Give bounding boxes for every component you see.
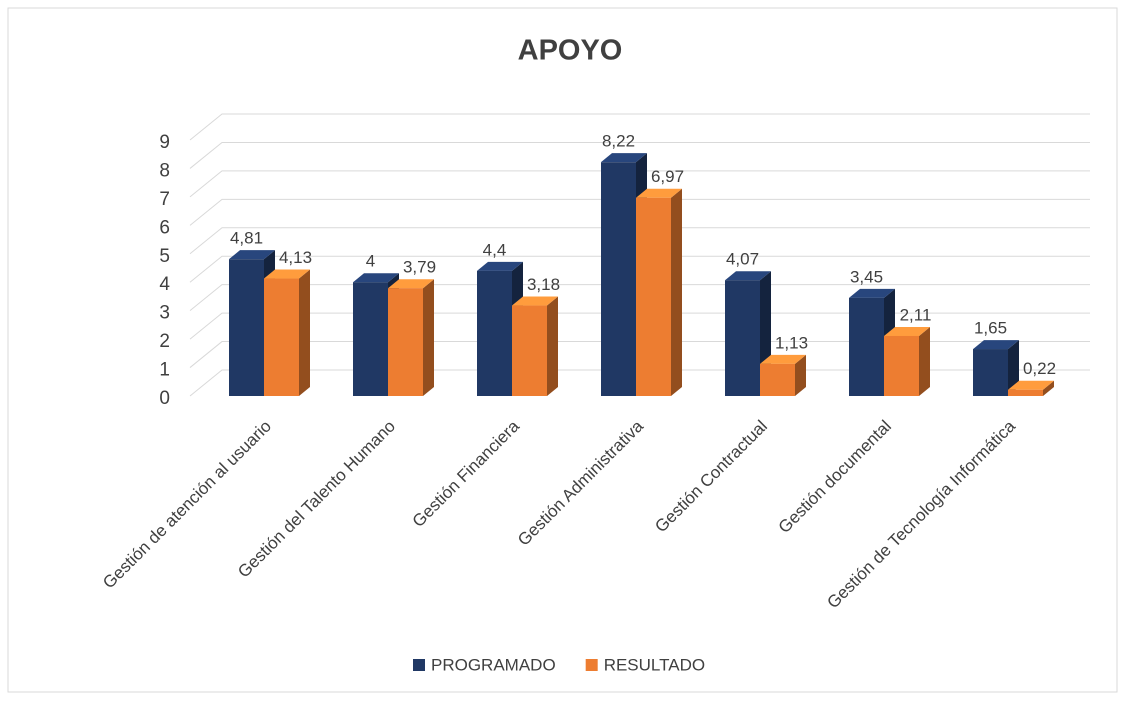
bar-face <box>760 354 806 364</box>
grid-line <box>189 113 1090 141</box>
bar-face <box>884 335 919 396</box>
bar-face <box>973 340 1019 350</box>
y-tick-label: 9 <box>159 132 170 153</box>
bar-face <box>353 273 399 283</box>
bar-face <box>264 269 310 279</box>
bar-face <box>973 349 1008 396</box>
data-label: 4,81 <box>230 229 263 248</box>
bar-face <box>1043 380 1054 396</box>
data-label: 4,4 <box>483 240 507 259</box>
legend-swatch <box>413 659 425 671</box>
y-tick-label: 1 <box>159 360 170 381</box>
bar-face <box>671 188 682 396</box>
y-tick-label: 5 <box>159 246 170 267</box>
bar-face <box>884 326 930 336</box>
legend-label: PROGRAMADO <box>431 655 556 674</box>
data-label: 4,07 <box>726 250 759 269</box>
y-tick-label: 4 <box>159 274 170 295</box>
y-tick-label: 7 <box>159 189 170 210</box>
grid-line <box>189 227 1090 255</box>
bar <box>264 269 310 396</box>
data-label: 4,13 <box>279 248 312 267</box>
bar-face <box>229 250 275 260</box>
chart-title: APOYO <box>518 35 623 67</box>
legend-label: RESULTADO <box>604 655 705 674</box>
bar-face <box>299 269 310 396</box>
bar <box>760 354 806 396</box>
bar-face <box>547 296 558 396</box>
grid-line <box>189 170 1090 198</box>
bar-face <box>229 259 264 396</box>
y-tick-label: 8 <box>159 160 170 181</box>
bar <box>1008 380 1054 396</box>
bar-face <box>388 288 423 396</box>
grid-line <box>189 255 1090 283</box>
bar-face <box>353 282 388 396</box>
grid-line <box>189 341 1090 368</box>
data-label: 1,13 <box>775 333 808 352</box>
bar-face <box>1008 380 1054 390</box>
bar-face <box>636 197 671 396</box>
data-label: 2,11 <box>900 305 932 324</box>
bar-face <box>512 305 547 396</box>
bar-face <box>264 278 299 396</box>
data-label: 4 <box>366 252 375 271</box>
bar-face <box>849 297 884 396</box>
grid-line <box>189 198 1090 226</box>
bar-face <box>512 296 558 306</box>
data-label: 3,79 <box>403 258 436 277</box>
bar-face <box>636 188 682 198</box>
grid-line <box>189 141 1090 169</box>
bar-face <box>477 270 512 396</box>
legend-swatch <box>585 659 598 671</box>
bar-face <box>601 162 636 396</box>
y-tick-label: 3 <box>159 303 170 324</box>
bar <box>973 340 1019 396</box>
bar-face <box>388 279 434 289</box>
bar-face <box>795 354 806 396</box>
bar-face <box>725 271 771 281</box>
bar-face <box>1008 389 1043 396</box>
data-label: 8,22 <box>602 132 635 151</box>
y-tick-label: 2 <box>159 331 170 352</box>
bar-face <box>601 153 647 163</box>
data-label: 0,22 <box>1023 359 1056 378</box>
bar-face <box>423 279 434 396</box>
bar-face <box>760 363 795 396</box>
bar-face <box>477 261 523 271</box>
data-label: 3,45 <box>850 267 883 286</box>
bar-face <box>849 288 895 298</box>
grid-line <box>189 284 1090 312</box>
chart-border <box>7 7 1118 693</box>
bar-face <box>725 280 760 396</box>
grid-line <box>189 312 1090 340</box>
bar <box>512 296 558 396</box>
bar <box>636 188 682 396</box>
bar-face <box>919 326 930 396</box>
data-label: 6,97 <box>651 167 684 186</box>
bar-face <box>1008 340 1019 396</box>
bar <box>884 326 930 396</box>
data-label: 3,18 <box>527 275 560 294</box>
y-tick-label: 6 <box>159 217 170 238</box>
bar <box>388 279 434 396</box>
y-tick-label: 0 <box>159 388 170 409</box>
data-label: 1,65 <box>974 319 1007 338</box>
